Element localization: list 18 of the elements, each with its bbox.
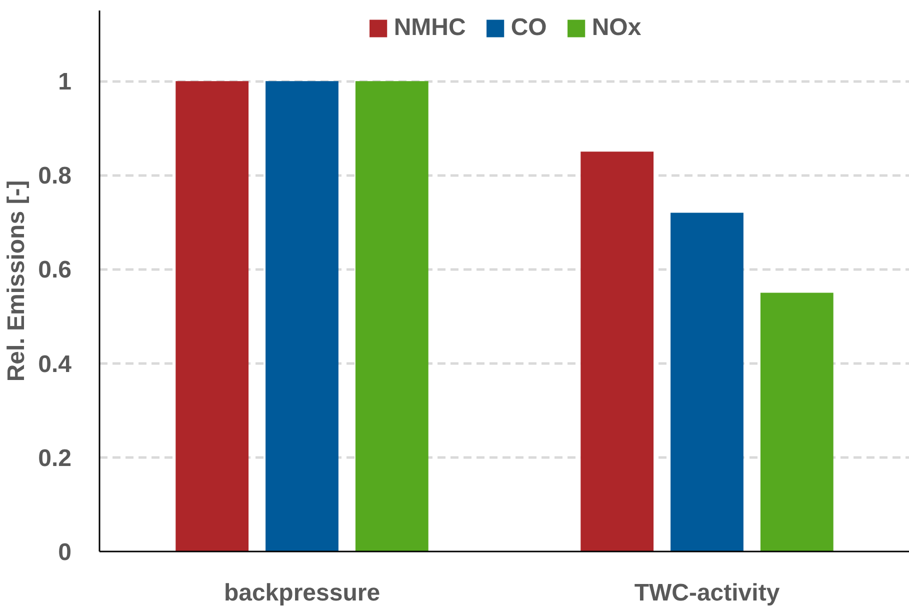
y-tick-label: 0 (58, 539, 72, 566)
bar (670, 212, 744, 552)
x-tick-label: backpressure (224, 580, 380, 606)
legend-label: NOx (592, 14, 642, 42)
bar (580, 152, 654, 552)
bar (176, 81, 249, 552)
bar (760, 292, 834, 552)
bar (266, 81, 338, 552)
x-tick-label: TWC-activity (634, 580, 780, 606)
y-axis-title: Rel. Emissions [-] (3, 180, 30, 382)
y-tick-label: 1 (58, 68, 72, 96)
legend-label: CO (510, 14, 547, 42)
bar (355, 81, 428, 552)
y-tick-label: 0.8 (38, 162, 72, 190)
y-tick-label: 0.6 (38, 256, 72, 284)
y-tick-label: 0.4 (38, 350, 72, 378)
y-tick-label: 0.2 (38, 444, 72, 472)
legend-label: NMHC (394, 14, 466, 42)
